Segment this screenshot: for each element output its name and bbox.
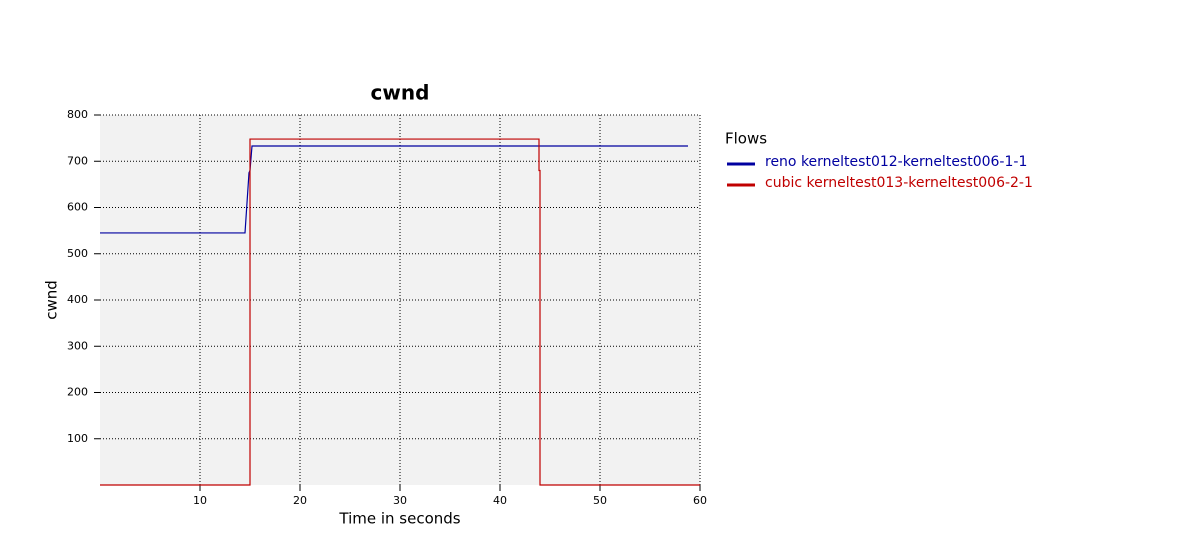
- y-tick-label: 700: [67, 154, 88, 167]
- legend-label: cubic kerneltest013-kerneltest006-2-1: [765, 175, 1033, 191]
- y-axis-label: cwnd: [43, 280, 61, 320]
- y-tick-label: 800: [67, 108, 88, 121]
- legend-label: reno kerneltest012-kerneltest006-1-1: [765, 154, 1027, 170]
- chart-title: cwnd: [371, 81, 430, 105]
- y-tick-label: 100: [67, 432, 88, 445]
- y-tick-label: 500: [67, 247, 88, 260]
- y-tick-label: 600: [67, 201, 88, 214]
- y-tick-label: 200: [67, 386, 88, 399]
- x-tick-label: 60: [693, 494, 707, 507]
- legend-title: Flows: [725, 130, 767, 148]
- series-line: [100, 138, 700, 486]
- y-tick-label: 400: [67, 293, 88, 306]
- x-tick-label: 20: [293, 494, 307, 507]
- y-tick-label: 300: [67, 339, 88, 352]
- x-tick-label: 50: [593, 494, 607, 507]
- x-axis-label: Time in seconds: [338, 510, 460, 528]
- x-tick-label: 10: [193, 494, 207, 507]
- x-tick-label: 30: [393, 494, 407, 507]
- x-tick-label: 40: [493, 494, 507, 507]
